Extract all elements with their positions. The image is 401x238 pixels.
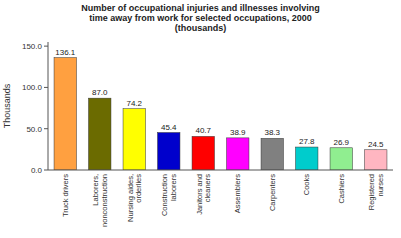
y-tick xyxy=(44,128,48,129)
x-axis-line xyxy=(48,170,393,171)
bar xyxy=(365,150,387,170)
data-label: 45.4 xyxy=(161,123,177,132)
data-label: 40.7 xyxy=(195,126,211,135)
y-tick xyxy=(44,87,48,88)
bar xyxy=(54,58,76,170)
y-tick xyxy=(44,170,48,171)
y-tick xyxy=(44,46,48,47)
bar xyxy=(158,133,180,170)
bar xyxy=(296,147,318,170)
x-tick-label: Nursing aides,orderlies xyxy=(126,174,144,222)
bar xyxy=(261,138,283,170)
bar xyxy=(123,109,145,170)
data-label: 74.2 xyxy=(126,99,142,108)
x-tick-label: Cooks xyxy=(302,174,311,196)
y-axis-label: Thousands xyxy=(2,83,12,128)
chart: Number of occupational injuries and illn… xyxy=(0,0,401,238)
y-tick-label: 0.0 xyxy=(31,166,43,175)
bar xyxy=(89,98,111,170)
data-label: 87.0 xyxy=(92,88,108,97)
x-tick-label: Janitors andcleaners xyxy=(195,174,213,215)
bar xyxy=(227,138,249,170)
data-labels: 136.1 87.0 74.2 45.4 40.7 38.9 38.3 27.8 26.9 24.… xyxy=(55,48,384,149)
data-label: 24.5 xyxy=(368,140,384,149)
x-tick-label: Assemblers xyxy=(233,174,242,213)
y-tick-label: 150.0 xyxy=(22,42,43,51)
x-tick-label: Registerednurses xyxy=(367,174,385,211)
y-axis-line xyxy=(48,42,49,170)
data-label: 136.1 xyxy=(55,48,76,57)
x-tick-label: Constructionlaborers xyxy=(160,174,178,216)
x-tick-label: Laborers,nonconstruction xyxy=(91,174,109,227)
y-tick-label: 100.0 xyxy=(22,83,43,92)
bar xyxy=(192,136,214,170)
data-label: 38.9 xyxy=(230,128,246,137)
x-tick-label: Truck drivers xyxy=(61,174,70,217)
bars xyxy=(54,58,387,170)
data-label: 26.9 xyxy=(333,138,349,147)
bar xyxy=(330,148,352,170)
x-tick-label: Cashiers xyxy=(337,174,346,204)
y-axis: 0.0 50.0 100.0 150.0 xyxy=(22,42,48,175)
title: Number of occupational injuries and illn… xyxy=(81,3,320,33)
y-tick-label: 50.0 xyxy=(26,125,42,134)
x-axis: Truck drivers Laborers,nonconstruction Nur… xyxy=(48,170,393,227)
data-label: 38.3 xyxy=(264,128,280,137)
data-label: 27.8 xyxy=(299,137,315,146)
x-tick-label: Carpenters xyxy=(268,174,277,211)
